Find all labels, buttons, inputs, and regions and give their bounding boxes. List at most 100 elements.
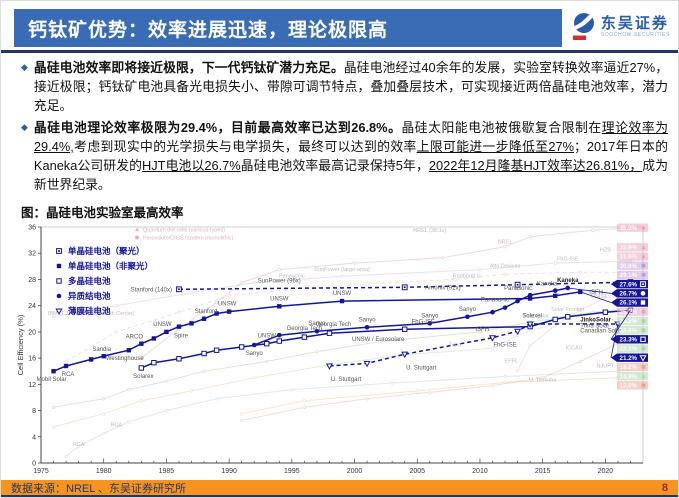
bullet-diamond-icon: ◆ — [21, 62, 28, 72]
svg-text:26.1%: 26.1% — [620, 300, 638, 307]
svg-text:异质结电池: 异质结电池 — [68, 291, 111, 301]
svg-text:RCA: RCA — [62, 372, 75, 378]
svg-text:U. Tsukuba: U. Tsukuba — [529, 378, 557, 384]
svg-text:13.0%: 13.0% — [620, 383, 638, 390]
svg-text:2015: 2015 — [535, 468, 551, 475]
svg-text:Stanford (140x): Stanford (140x) — [131, 287, 172, 293]
svg-text:FhG-ISE: FhG-ISE — [412, 319, 435, 325]
svg-text:28: 28 — [28, 277, 36, 284]
svg-text:23.3%: 23.3% — [620, 337, 638, 344]
svg-text:Stanford: Stanford — [195, 309, 218, 315]
svg-text:Radboud U.: Radboud U. — [453, 273, 483, 279]
series-bg-amorphous-si — [64, 369, 620, 459]
svg-text:UNIST: UNIST — [591, 294, 608, 300]
text-segment: 晶硅太阳能电池被俄歇复合限制在 — [401, 120, 602, 135]
svg-text:Perovskite/CIGS tandem (monoli: Perovskite/CIGS tandem (monolithic) — [143, 236, 234, 242]
text-segment: 考虑到现实中的光学损失与电学损失，最终可以达到的效率 — [73, 139, 417, 154]
svg-text:2005: 2005 — [409, 468, 425, 475]
svg-text:NREL: NREL — [498, 239, 513, 245]
svg-text:UNSW / Eurosolare: UNSW / Eurosolare — [352, 337, 405, 343]
svg-text:Sanyo: Sanyo — [308, 321, 326, 327]
svg-text:1985: 1985 — [159, 468, 175, 475]
svg-text:12: 12 — [28, 382, 36, 389]
efficiency-chart: 0 4 8 12 16 20 24 28 32 36 1975 1980 1985 1990 1995 200… — [15, 220, 667, 480]
value-chip: 27.6% — [610, 279, 648, 289]
svg-text:Westinghouse: Westinghouse — [106, 356, 145, 362]
footer-bar: 数据来源：NREL 、东吴证券研究所 8 — [1, 480, 678, 497]
svg-text:Sanyo: Sanyo — [359, 317, 377, 323]
brand-subtitle: SOOCHOW SECURITIES — [600, 32, 670, 38]
svg-text:RCA: RCA — [110, 422, 122, 428]
svg-text:24.2%: 24.2% — [620, 318, 638, 325]
svg-text:Alta Devices: Alta Devices — [490, 264, 521, 270]
data-source: 数据来源：NREL 、东吴证券研究所 — [11, 482, 186, 495]
svg-text:UNSW: UNSW — [258, 334, 277, 340]
svg-text:23.6%: 23.6% — [620, 327, 638, 334]
svg-text:ICCAS: ICCAS — [566, 346, 583, 352]
title-bar: 钙钛矿优势：效率进展迅速，理论极限高 — [14, 9, 562, 47]
value-chip-faded: 23.6% — [617, 325, 648, 335]
text-segment: 晶硅电池经过40余年的发展，实验室转换效率逼近27%，接近极限；钙钛矿电池具备光… — [33, 60, 668, 113]
value-chip-faded: 22.1% — [617, 344, 648, 353]
bullet-item: ◆ 晶硅电池效率即将接近极限，下一代钙钛矿潜力充足。晶硅电池经过40余年的发展，… — [21, 58, 668, 115]
efficiency-chart-svg: 0 4 8 12 16 20 24 28 32 36 1975 1980 1985 1990 1995 200… — [16, 223, 648, 475]
svg-text:多晶硅电池: 多晶硅电池 — [68, 276, 111, 286]
svg-text:Sanyo: Sanyo — [459, 307, 477, 313]
svg-text:Panasonic: Panasonic — [279, 273, 305, 279]
svg-text:1975: 1975 — [33, 468, 49, 475]
svg-text:First Solar: First Solar — [524, 313, 549, 319]
value-chip-faded: 18.2% — [617, 362, 648, 372]
svg-text:0: 0 — [32, 461, 36, 468]
svg-text:UNSW: UNSW — [270, 296, 289, 302]
bullet-item: ◆ 晶硅电池理论效率极限为29.4%，目前最高效率已达到26.8%。晶硅太阳能电… — [21, 118, 668, 194]
y-axis-label: Cell Efficiency (%) — [16, 314, 25, 375]
bullet-list: ◆ 晶硅电池效率即将接近极限，下一代钙钛矿潜力充足。晶硅电池经过40余年的发展，… — [21, 58, 668, 197]
text-segment: ；2017年日本的Kaneka公司研发的 — [33, 139, 668, 173]
bullet-text: 晶硅电池理论效率极限为29.4%，目前最高效率已达到26.8%。晶硅太阳能电池被… — [34, 118, 668, 194]
svg-text:4: 4 — [32, 434, 36, 441]
svg-text:25.7%: 25.7% — [620, 309, 638, 316]
svg-text:8: 8 — [32, 408, 36, 415]
svg-text:36: 36 — [28, 225, 36, 232]
svg-text:1990: 1990 — [221, 468, 237, 475]
brand-logo: 东吴证券 SOOCHOW SECURITIES — [571, 12, 670, 42]
svg-text:FhG-ISE: FhG-ISE — [557, 256, 579, 262]
svg-text:Mobil Solar: Mobil Solar — [37, 377, 67, 383]
svg-text:单晶硅电池（聚光）: 单晶硅电池（聚光） — [68, 246, 145, 256]
svg-text:Georgia Tech: Georgia Tech — [287, 326, 323, 332]
svg-text:18.2%: 18.2% — [620, 364, 638, 371]
brand-logo-text: 东吴证券 SOOCHOW SECURITIES — [601, 16, 670, 38]
svg-text:Solar Frontier: Solar Frontier — [551, 307, 584, 313]
svg-text:29.1%: 29.1% — [620, 272, 638, 279]
bullet-diamond-icon: ◆ — [21, 122, 28, 132]
page-number: 8 — [661, 481, 668, 494]
svg-text:24: 24 — [28, 303, 36, 310]
svg-text:Panasonic: Panasonic — [504, 286, 532, 292]
svg-text:1995: 1995 — [284, 468, 300, 475]
svg-text:EPFL: EPFL — [504, 359, 518, 365]
svg-text:FhG-ISE: FhG-ISE — [493, 342, 516, 348]
brand-name: 东吴证券 — [600, 15, 669, 32]
svg-text:Spire: Spire — [174, 334, 189, 340]
svg-text:RCA: RCA — [73, 442, 85, 448]
brand-logo-icon — [572, 13, 594, 40]
value-chip-faded: 14.9% — [617, 371, 648, 381]
value-chip-faded: 29.1% — [617, 270, 648, 280]
value-chip-faded: 13.0% — [617, 381, 648, 390]
axis-ticks: 0 4 8 12 16 20 24 28 32 36 1975 1980 1985 1990 1995 200… — [28, 225, 631, 475]
svg-text:Solarex: Solarex — [133, 374, 153, 380]
svg-text:ARCO: ARCO — [126, 335, 144, 341]
svg-text:Quantum dot cells (various typ: Quantum dot cells (various types) — [143, 228, 225, 234]
svg-text:Panasonic: Panasonic — [481, 298, 509, 304]
svg-text:Trina: Trina — [449, 342, 462, 348]
svg-text:U. Stuttgart: U. Stuttgart — [331, 377, 362, 383]
value-chip-faded: 31.6% — [617, 252, 648, 261]
svg-text:薄膜硅电池: 薄膜硅电池 — [68, 306, 111, 316]
svg-text:30.8%: 30.8% — [620, 263, 638, 270]
svg-text:Solexel: Solexel — [522, 314, 542, 320]
svg-text:JinkoSolar: JinkoSolar — [580, 317, 611, 323]
svg-text:21.2%: 21.2% — [620, 355, 638, 362]
svg-text:1980: 1980 — [96, 468, 112, 475]
text-segment: HJT电池以26.7% — [142, 158, 241, 173]
page-title: 钙钛矿优势：效率进展迅速，理论极限高 — [28, 19, 389, 41]
